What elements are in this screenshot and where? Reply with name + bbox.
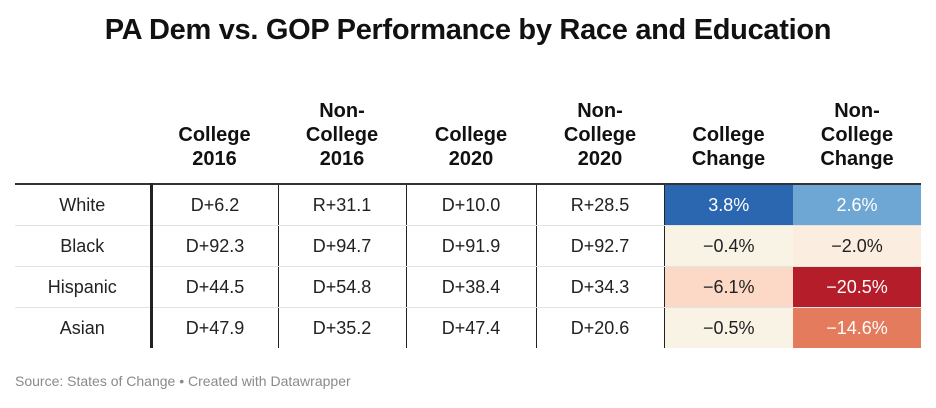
- row-label: Black: [15, 225, 151, 267]
- column-header-line: 2016: [192, 148, 237, 170]
- column-header-line: Non-: [319, 100, 365, 122]
- cell-noncollege-2020: D+34.3: [535, 266, 664, 308]
- cell-college-2016: D+44.5: [149, 266, 278, 308]
- heat-cell-college-change: −6.1%: [663, 266, 793, 308]
- heat-cell-noncollege-change: 2.6%: [793, 184, 921, 226]
- header-row: College 2016 Non- College 2016 College 2020 Non…: [15, 88, 921, 185]
- column-header-line: College: [305, 124, 379, 146]
- column-header-line: College: [820, 124, 894, 146]
- heat-cell-noncollege-change: −20.5%: [793, 266, 921, 308]
- heat-cell-noncollege-change: −14.6%: [793, 307, 921, 348]
- data-table: College 2016 Non- College 2016 College 2020 Non…: [15, 88, 921, 348]
- cell-college-2020: D+10.0: [405, 184, 536, 226]
- column-header-group: [15, 88, 151, 185]
- cell-noncollege-2020: D+92.7: [535, 225, 664, 267]
- source-note: Source: States of Change • Created with …: [15, 373, 351, 389]
- cell-college-2020: D+47.4: [405, 307, 536, 348]
- column-header-college-2020: College 2020: [406, 88, 536, 185]
- column-header-line: Non-: [577, 100, 623, 122]
- cell-noncollege-2016: D+54.8: [277, 266, 406, 308]
- column-header-line: College: [178, 124, 251, 146]
- column-header-noncollege-2020: Non- College 2020: [536, 88, 664, 185]
- cell-noncollege-2016: R+31.1: [277, 184, 406, 226]
- row-label: Asian: [59, 317, 105, 338]
- cell-college-2020: D+38.4: [405, 266, 536, 308]
- table-row: Asian D+47.9 D+35.2 D+47.4 D+20.6 −0.5% −14.6%: [15, 307, 921, 348]
- table-row: Hispanic D+44.5 D+54.8 D+38.4 D+34.3 −6.1% −20…: [15, 266, 921, 308]
- column-header-line: College: [434, 124, 508, 146]
- column-header-line: College: [692, 124, 765, 146]
- column-header-noncollege-2016: Non- College 2016: [278, 88, 406, 185]
- column-header-line: Change: [691, 148, 766, 170]
- column-header-line: 2016: [319, 148, 365, 170]
- heat-cell-noncollege-change: −2.0%: [793, 225, 921, 267]
- row-label: Hispanic: [15, 266, 151, 308]
- column-header-college-2016: College 2016: [151, 88, 278, 185]
- cell-college-2016: D+92.3: [149, 225, 278, 267]
- cell-college-2020: D+91.9: [405, 225, 536, 267]
- row-label: White: [15, 184, 151, 226]
- chart-title: PA Dem vs. GOP Performance by Race and E…: [104, 14, 832, 46]
- cell-noncollege-2016: D+35.2: [277, 307, 406, 348]
- column-header-line: Non-: [834, 100, 880, 122]
- table-row: Black D+92.3 D+94.7 D+91.9 D+92.7 −0.4% −2.0%: [15, 225, 921, 267]
- cell-noncollege-2020: D+20.6: [535, 307, 664, 348]
- column-header-college-change: College Change: [664, 88, 793, 185]
- cell-noncollege-2020: R+28.5: [535, 184, 664, 226]
- heat-cell-college-change: −0.5%: [663, 307, 793, 348]
- column-header-line: Change: [820, 148, 894, 170]
- column-header-line: 2020: [448, 148, 494, 170]
- cell-college-2016: D+47.9: [149, 307, 278, 348]
- column-header-line: College: [563, 124, 637, 146]
- heat-cell-college-change: −0.4%: [663, 225, 793, 267]
- cell-college-2016: D+6.2: [149, 184, 278, 226]
- column-header-line: 2020: [577, 148, 623, 170]
- table-row: White D+6.2 R+31.1 D+10.0 R+28.5 3.8% 2.6%: [15, 184, 921, 226]
- heat-cell-college-change: 3.8%: [663, 184, 793, 226]
- column-header-noncollege-change: Non- College Change: [793, 88, 921, 185]
- cell-noncollege-2016: D+94.7: [277, 225, 406, 267]
- table-body: White D+6.2 R+31.1 D+10.0 R+28.5 3.8% 2.6% Blac…: [15, 184, 921, 348]
